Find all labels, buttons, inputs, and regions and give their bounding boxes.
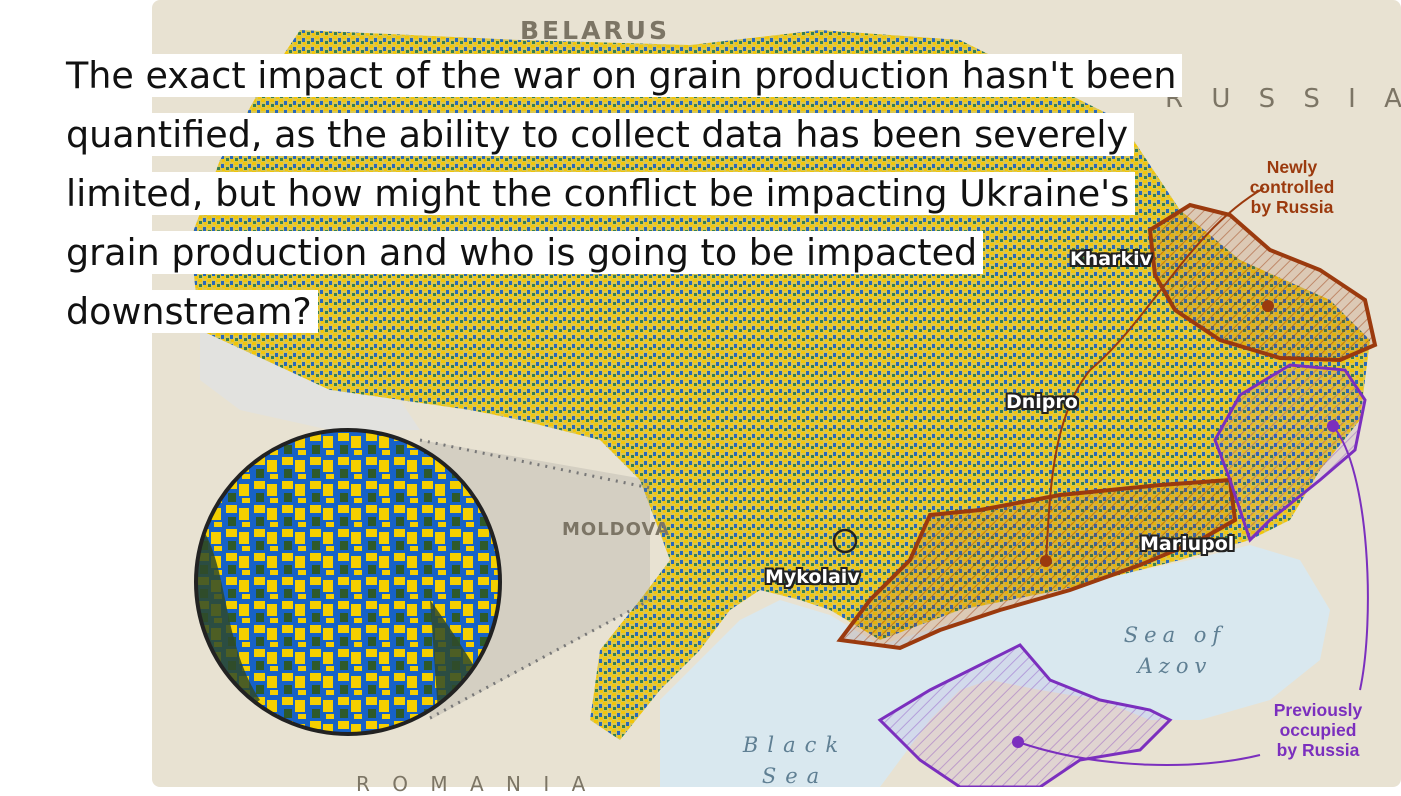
zoom-line-bottom — [429, 598, 651, 720]
previously-occupied-dot-crimea — [1012, 736, 1024, 748]
story-paragraph: The exact impact of the war on grain pro… — [66, 54, 1183, 333]
newly-controlled-dot-south — [1040, 555, 1052, 567]
story-text-block: The exact impact of the war on grain pro… — [66, 46, 1206, 341]
country-label-moldova: MOLDOVA — [562, 519, 671, 540]
city-label-kharkiv: Kharkiv — [1070, 248, 1152, 270]
country-label-romania: R O M A N I A — [356, 772, 594, 796]
city-label-dnipro: Dnipro — [1006, 391, 1078, 413]
newly-controlled-region — [836, 202, 1378, 651]
country-label-russia: R U S S I A — [1165, 84, 1401, 114]
previously-occupied-leader-bottom — [1017, 741, 1261, 766]
annotation-newly-controlled: Newly controlled by Russia — [1249, 157, 1335, 217]
nonfarm-area — [200, 330, 420, 430]
previously-occupied-dot-east — [1327, 420, 1339, 432]
annotation-previously-occupied: Previously occupied by Russia — [1273, 700, 1363, 760]
newly-controlled-leader — [1045, 187, 1265, 561]
city-label-mykolaiv: Mykolaiv — [765, 566, 860, 588]
city-label-mariupol: Mariupol — [1140, 533, 1235, 555]
country-label-belarus: BELARUS — [520, 16, 670, 45]
sea-label-black-sea: Black Sea — [742, 733, 848, 788]
previously-occupied-leader-top — [1332, 425, 1369, 691]
previously-occupied-region — [877, 363, 1367, 787]
sea-label-azov: Sea of Azov — [1123, 623, 1227, 678]
mykolaiv-marker — [832, 528, 858, 554]
newly-controlled-dot-north — [1262, 300, 1274, 312]
